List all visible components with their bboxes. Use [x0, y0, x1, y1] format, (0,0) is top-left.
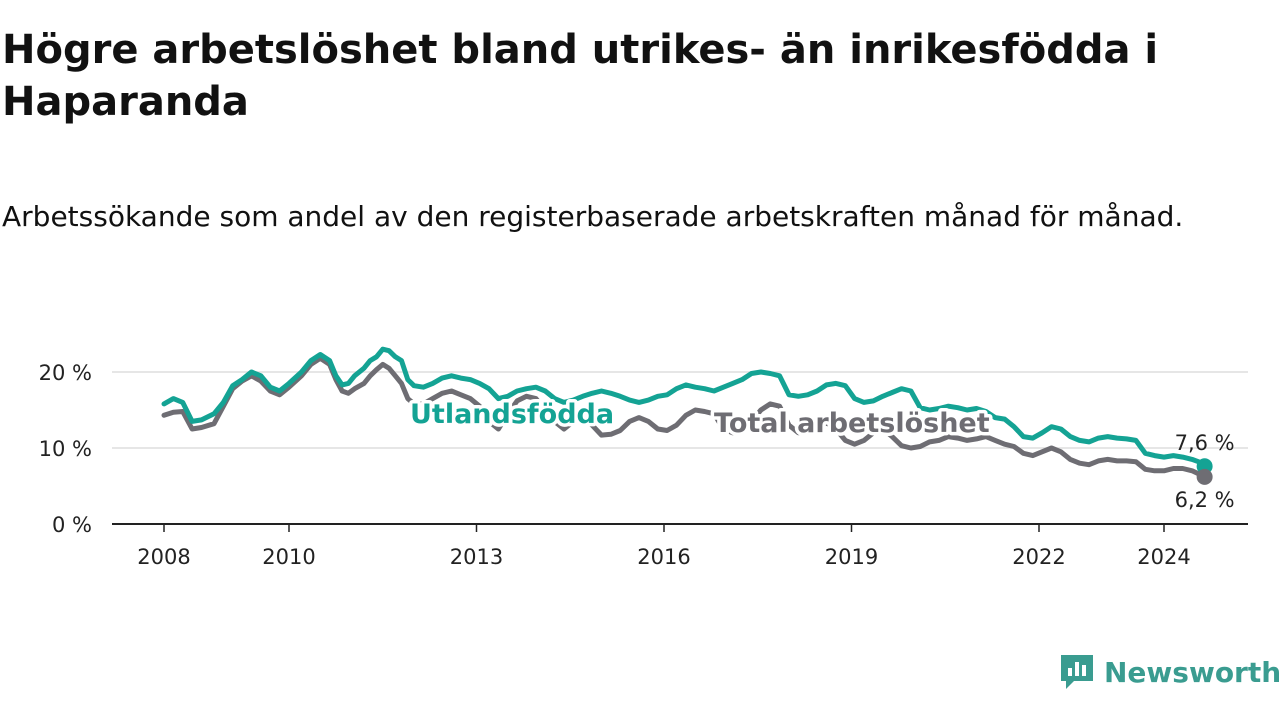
series-line-total	[161, 355, 1208, 480]
series-lines	[161, 346, 1213, 485]
series-label-foreign-born: Utlandsfödda	[410, 399, 614, 430]
chart-title: Högre arbetslöshet bland utrikes- än inr…	[2, 27, 1159, 125]
end-marker-total	[1196, 468, 1213, 485]
x-tick-label: 2008	[137, 545, 190, 569]
y-tick-label: 10 %	[39, 437, 92, 461]
x-axis-ticks: 2008 2010 2013 2016 2019 2022 2024	[137, 524, 1191, 569]
line-chart: 0 % 10 % 20 % 2008 2010 2013 2016 2019 2022 2024…	[39, 346, 1248, 569]
newsworthy-logo-icon	[1061, 655, 1093, 689]
x-tick-label: 2019	[825, 545, 878, 569]
x-tick-label: 2013	[450, 545, 503, 569]
end-value-label-foreign-born: 7,6 %	[1175, 431, 1235, 455]
brand-logo: Newsworthy	[1058, 652, 1280, 692]
x-tick-label: 2024	[1137, 545, 1190, 569]
y-tick-label: 0 %	[52, 513, 92, 537]
x-tick-label: 2022	[1012, 545, 1065, 569]
x-tick-label: 2010	[262, 545, 315, 569]
series-label-total: Total arbetslöshet	[714, 408, 990, 439]
chart-subtitle: Arbetssökande som andel av den registerb…	[2, 200, 1184, 233]
end-value-label-total: 6,2 %	[1175, 488, 1235, 512]
y-axis-ticks: 0 % 10 % 20 %	[39, 361, 92, 537]
series-labels: 7,6 % 6,2 % Utlandsfödda Total arbetslöshet	[407, 396, 1235, 512]
y-tick-label: 20 %	[39, 361, 92, 385]
brand-name: Newsworthy	[1104, 655, 1280, 689]
x-tick-label: 2016	[637, 545, 690, 569]
series-line-foreign-born	[161, 346, 1208, 469]
